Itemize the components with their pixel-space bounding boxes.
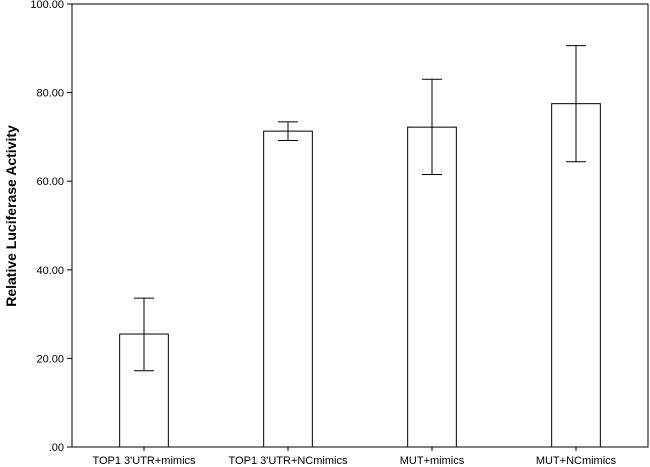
bar — [407, 126, 457, 448]
error-bars-group — [133, 45, 587, 372]
y-tick-label: 20.00 — [36, 353, 64, 365]
x-tick-label: TOP1 3'UTR+NCmimics — [229, 455, 348, 467]
x-tick-label: MUT+NCmimics — [536, 455, 617, 467]
y-tick-label: 100.00 — [30, 0, 64, 11]
y-tick-label: .00 — [49, 442, 64, 454]
x-tick-label: MUT+mimics — [400, 455, 465, 467]
y-tick-label: 60.00 — [36, 176, 64, 188]
y-tick-label: 40.00 — [36, 265, 64, 277]
x-axis-labels: TOP1 3'UTR+mimics TOP1 3'UTR+NCmimics MUT+… — [92, 447, 617, 467]
y-axis-ticks: .00 20.00 40.00 60.00 80.00 100.00 — [30, 0, 72, 454]
bar — [263, 130, 313, 448]
y-tick-label: 80.00 — [36, 88, 64, 100]
y-axis-title: Relative Luciferase Activity — [3, 125, 19, 307]
x-tick-label: TOP1 3'UTR+mimics — [92, 455, 196, 467]
